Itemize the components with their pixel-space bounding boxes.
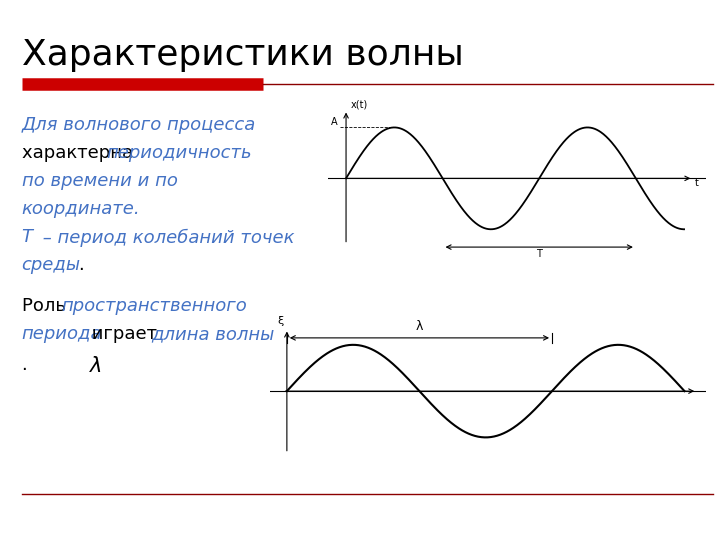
Text: по времени и по: по времени и по	[22, 172, 177, 190]
Text: среды: среды	[22, 256, 81, 274]
Text: x(t): x(t)	[351, 99, 368, 109]
Text: t: t	[695, 178, 698, 188]
Text: λ: λ	[90, 356, 102, 376]
Text: λ: λ	[415, 320, 423, 333]
Text: Характеристики волны: Характеристики волны	[22, 38, 464, 72]
Text: характерна: характерна	[22, 144, 138, 162]
Text: A: A	[330, 117, 337, 127]
Text: координате.: координате.	[22, 200, 140, 218]
Text: – период колебаний точек: – период колебаний точек	[37, 228, 295, 247]
Text: периодичность: периодичность	[107, 144, 252, 162]
Text: играет: играет	[86, 325, 163, 343]
Text: Роль: Роль	[22, 297, 71, 315]
Text: ξ: ξ	[277, 316, 284, 326]
Text: .: .	[22, 356, 27, 374]
Text: T: T	[536, 249, 542, 259]
Text: периода: периода	[22, 325, 102, 343]
Text: пространственного: пространственного	[61, 297, 247, 315]
Text: длина волны: длина волны	[151, 325, 274, 343]
Text: T: T	[22, 228, 32, 246]
Text: Для волнового процесса: Для волнового процесса	[22, 116, 256, 134]
Text: .: .	[78, 256, 84, 274]
